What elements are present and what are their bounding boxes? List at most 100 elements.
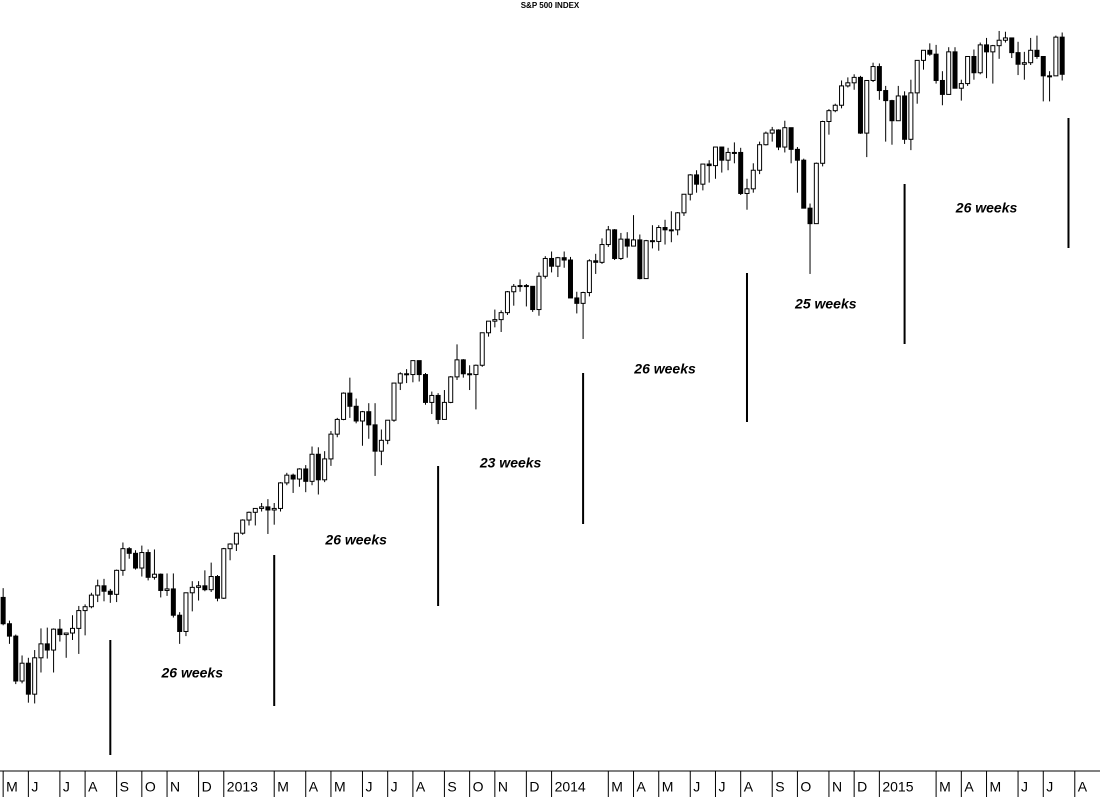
x-tick-label: J [365,779,372,795]
candle-body [643,240,649,280]
x-tick-label: J [718,779,725,795]
candle-body [586,260,592,294]
candle-body [189,586,195,594]
candle-body [486,320,492,334]
x-tick-label: D [857,779,867,795]
candle-body [946,51,952,95]
candle-body [511,285,517,293]
candle-body [712,146,718,167]
candle-body [662,227,668,231]
candle-body [265,506,271,511]
candle-body [13,635,19,682]
candle-body [227,543,233,550]
candle-body [202,585,208,591]
x-tick-label: S [447,779,456,795]
candle-body [101,585,107,592]
candle-body [996,39,1002,47]
candle-body [864,79,870,134]
candle-body [763,132,769,146]
candle-body [939,79,945,95]
candle-body [719,146,725,161]
x-tick-label: N [170,779,180,795]
candle-body [788,127,794,150]
cycle-label: 26 weeks [161,665,224,681]
x-tick-label: J [1021,779,1028,795]
candle-body [334,418,340,435]
x-tick-label: J [1046,779,1053,795]
candle-body [794,148,800,161]
candle-body [25,662,31,695]
x-tick-label: A [744,779,754,795]
candle-body [593,260,599,263]
x-tick-label: N [832,779,842,795]
candle-body [870,66,876,81]
candle-body [441,401,447,420]
candle-body [750,169,756,190]
candle-body [492,319,498,322]
candle-body [738,151,744,194]
candle-body [454,359,460,378]
candle-body [807,207,813,225]
x-tick-label: J [693,779,700,795]
candle-body [1040,55,1046,77]
candle-body [706,163,712,167]
x-tick-label: S [120,779,129,795]
candle-body [296,468,302,480]
candle-body [845,82,851,87]
candle-body [322,458,328,481]
candle-body [694,174,700,185]
candle-body [372,424,378,452]
candle-body [637,239,643,280]
x-tick-label: A [416,779,426,795]
candle-body [246,511,252,521]
candle-body [649,240,655,243]
candle-body [656,227,662,242]
candle-body [139,552,145,569]
candle-body [984,44,990,53]
x-tick-label: A [964,779,974,795]
candle-body [416,360,422,376]
candle-body [145,552,151,578]
candle-body [460,359,466,375]
x-tick-label: J [391,779,398,795]
candle-body [555,257,561,267]
candle-body [366,411,372,426]
candle-body [1015,52,1021,65]
candle-body [303,468,309,482]
candle-body [6,623,12,637]
candle-body [1028,49,1034,64]
candle-body [284,474,290,484]
candle-body [933,53,939,81]
candle-body [278,482,284,509]
candle-body [391,382,397,421]
chart-title: S&P 500 INDEX [521,1,580,10]
candle-body [158,573,164,591]
candle-body [133,552,139,569]
candle-body [914,59,920,94]
cycle-label: 26 weeks [633,361,696,377]
candle-body [435,394,441,420]
candle-body [271,507,277,511]
candle-body [1059,36,1065,75]
candle-body [233,532,239,545]
candle-body [549,257,555,267]
candle-body [776,129,782,148]
candle-body [832,104,838,112]
candle-body [1021,62,1027,65]
candle-body [95,585,101,596]
candle-body [290,474,296,480]
candle-body [410,360,416,376]
candle-body [612,229,618,259]
candle-body [902,95,908,140]
candle-body [57,628,63,636]
candle-body [782,127,788,148]
candle-body [605,229,611,246]
x-tick-label: O [145,779,156,795]
candle-body [51,628,57,651]
candle-body [687,174,693,195]
x-tick-label: A [309,779,319,795]
cycle-label: 23 weeks [479,455,542,471]
candle-body [429,394,435,403]
candle-body [876,66,882,92]
candle-body [826,110,832,122]
